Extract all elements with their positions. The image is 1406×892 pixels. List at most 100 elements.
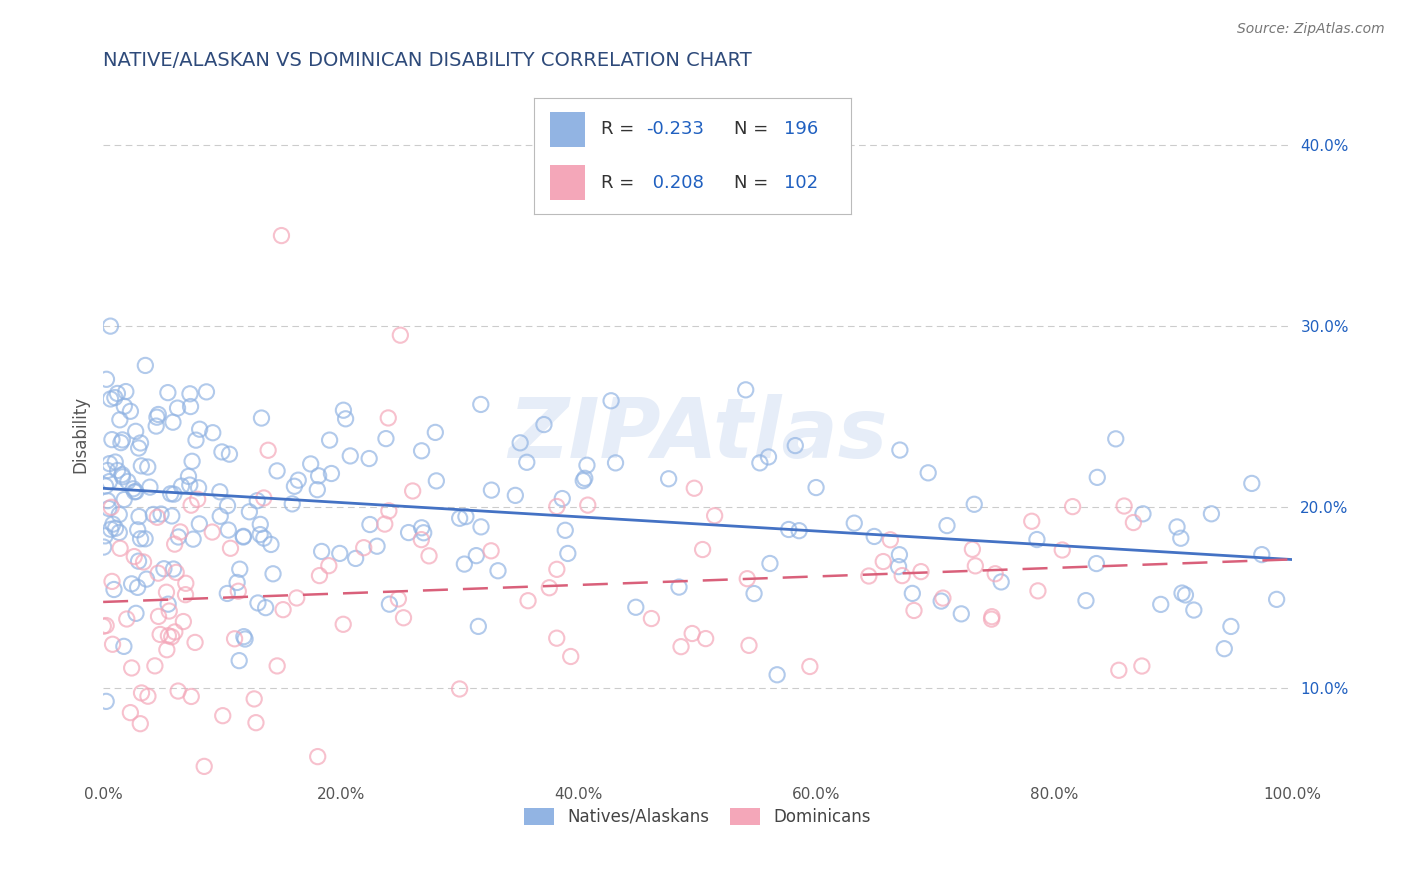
Point — [98, 457, 121, 471]
Point — [378, 504, 401, 518]
Point — [411, 521, 433, 535]
Point — [1052, 543, 1074, 558]
Point — [127, 523, 149, 537]
Point — [100, 319, 122, 334]
Point — [412, 525, 434, 540]
Point — [229, 562, 252, 576]
Text: N =: N = — [734, 120, 773, 138]
Point — [329, 546, 352, 560]
Point — [758, 450, 780, 464]
Point — [122, 482, 145, 496]
Point — [94, 618, 117, 632]
Point — [624, 600, 647, 615]
Legend: Natives/Alaskans, Dominicans: Natives/Alaskans, Dominicans — [517, 801, 877, 832]
Point — [600, 393, 623, 408]
Point — [94, 529, 117, 543]
Point — [184, 433, 207, 447]
Point — [101, 574, 124, 589]
Point — [668, 580, 690, 594]
Point — [546, 500, 568, 514]
Point — [1074, 593, 1097, 607]
Point — [533, 417, 555, 432]
Point — [1171, 586, 1194, 600]
Point — [1108, 663, 1130, 677]
Point — [174, 576, 197, 591]
Point — [891, 568, 914, 582]
Point — [366, 539, 388, 553]
Point — [108, 525, 131, 540]
Point — [889, 548, 911, 562]
Point — [187, 492, 209, 507]
Point — [778, 523, 800, 537]
Point — [148, 609, 170, 624]
Point — [844, 516, 866, 531]
Point — [281, 497, 304, 511]
Point — [387, 591, 409, 606]
Point — [162, 562, 184, 576]
Point — [339, 449, 361, 463]
Point — [159, 487, 181, 501]
Point — [153, 562, 176, 576]
Point — [538, 581, 561, 595]
Point — [120, 404, 142, 418]
Point — [211, 445, 233, 459]
Point — [965, 558, 987, 573]
Point — [100, 522, 122, 536]
Point — [101, 637, 124, 651]
Point — [134, 532, 156, 546]
Point — [1174, 588, 1197, 602]
Point — [224, 632, 246, 646]
Point — [169, 524, 191, 539]
Point — [984, 566, 1007, 581]
Point — [129, 436, 152, 450]
Point — [150, 507, 173, 521]
Point — [110, 435, 132, 450]
Point — [1265, 592, 1288, 607]
Point — [1150, 598, 1173, 612]
Point — [703, 508, 725, 523]
Point — [180, 400, 202, 414]
Point — [401, 483, 423, 498]
Point — [181, 532, 204, 546]
Point — [100, 500, 122, 515]
Point — [1166, 520, 1188, 534]
Point — [465, 549, 488, 563]
Point — [131, 686, 153, 700]
Point — [107, 386, 129, 401]
Point — [929, 594, 952, 608]
Point — [1132, 507, 1154, 521]
Point — [195, 384, 218, 399]
Point — [108, 508, 131, 522]
Point — [101, 517, 124, 532]
Point — [260, 537, 283, 551]
Point — [1201, 507, 1223, 521]
Point — [217, 523, 239, 537]
Point — [226, 575, 249, 590]
Point — [505, 488, 527, 502]
Point — [232, 529, 254, 543]
Point — [879, 533, 901, 547]
Point — [97, 493, 120, 508]
Point — [146, 410, 169, 425]
Point — [156, 385, 179, 400]
Point — [1114, 499, 1136, 513]
Point — [1021, 514, 1043, 528]
Text: 102: 102 — [785, 174, 818, 192]
Point — [962, 542, 984, 557]
Point — [546, 562, 568, 576]
Point — [742, 586, 765, 600]
Point — [554, 524, 576, 538]
Point — [963, 497, 986, 511]
Point — [683, 481, 706, 495]
Point — [163, 537, 186, 551]
Point — [232, 630, 254, 644]
Point — [249, 517, 271, 532]
Point — [111, 470, 134, 484]
Point — [546, 631, 568, 645]
Point — [104, 391, 127, 405]
Point — [100, 392, 122, 406]
Point — [120, 706, 142, 720]
Point — [735, 572, 758, 586]
Point — [932, 591, 955, 606]
Point — [132, 555, 155, 569]
